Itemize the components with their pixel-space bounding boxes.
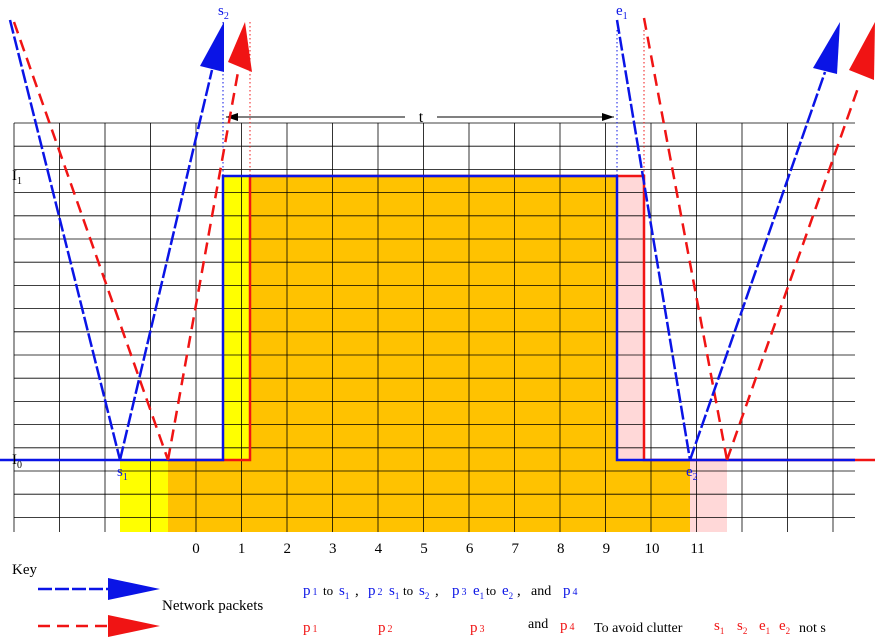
blue-packet-2-arrowhead (200, 22, 224, 72)
blue-row-and: and (531, 584, 551, 599)
x-tick-label: 0 (192, 541, 200, 557)
x-tick-label: 6 (466, 541, 474, 557)
x-tick-label: 10 (645, 541, 660, 557)
level-label-I1: I1 (12, 168, 22, 187)
yellow-region-top (223, 176, 250, 460)
red-packet-4-arrowhead (849, 22, 875, 80)
red-row-s1: s1 (714, 618, 724, 636)
blue-row-e2: e2 (502, 583, 513, 601)
blue-row-e1: e1 (473, 583, 484, 601)
point-label-e2: e2 (686, 464, 698, 483)
red-row-not-shown: not s (799, 621, 826, 636)
point-label-s1: s1 (117, 464, 128, 483)
interval-label: t (419, 109, 424, 126)
blue-row-s2: s2 (419, 583, 429, 601)
grid (13, 122, 855, 532)
blue-packet-1 (8, 19, 122, 461)
interval-arrowhead-right (602, 113, 614, 121)
blue-row-to3: to (486, 583, 496, 598)
x-tick-label: 11 (690, 541, 704, 557)
blue-row-to2: to (403, 583, 413, 598)
orange-region-top (250, 176, 617, 460)
key-network-label: Network packets (162, 598, 263, 614)
x-tick-label: 2 (283, 541, 291, 557)
blue-row-comma1: , (355, 583, 359, 599)
red-packet-2-arrowhead (228, 22, 252, 72)
red-row-s2: s2 (737, 618, 747, 636)
red-packets (12, 17, 860, 461)
blue-row-comma2: , (435, 583, 439, 599)
x-tick-label: 9 (603, 541, 611, 557)
red-row-note: To avoid clutter (594, 621, 683, 636)
blue-packet-4-arrowhead (813, 22, 840, 74)
yellow-region-left (120, 460, 168, 532)
blue-row-s1: s1 (339, 583, 349, 601)
blue-packets (8, 19, 827, 461)
point-label-e1: e1 (616, 3, 628, 22)
x-tick-labels: 0 1 2 3 4 5 6 7 8 9 10 11 (192, 541, 705, 557)
key-title: Key (12, 562, 37, 578)
blue-row-comma3: , (517, 583, 521, 599)
blue-step-signal (0, 174, 855, 462)
dotted-markers (222, 22, 645, 176)
blue-packet-4 (688, 71, 827, 461)
x-tick-label: 7 (511, 541, 519, 557)
x-tick-label: 4 (375, 541, 383, 557)
key-red-arrowhead (108, 615, 160, 637)
key-blue-arrowhead (108, 578, 160, 600)
blue-row-to1: to (323, 583, 333, 598)
blue-packet-2 (118, 69, 214, 461)
x-tick-label: 5 (420, 541, 428, 557)
level-label-I0: I0 (12, 452, 22, 471)
blue-packet-3 (615, 19, 692, 461)
orange-region-bottom (168, 460, 690, 532)
red-row-e2: e2 (779, 618, 790, 636)
red-packet-2 (166, 71, 240, 461)
red-packet-1 (12, 21, 170, 461)
x-tick-label: 1 (238, 541, 246, 557)
red-row-and: and (528, 617, 548, 632)
interval-arrowhead-left (226, 113, 238, 121)
red-packet-4 (725, 87, 860, 461)
point-label-s2: s2 (218, 3, 229, 22)
x-tick-label: 8 (557, 541, 565, 557)
blue-row-s1b: s1 (389, 583, 399, 601)
pink-region-top (617, 176, 644, 460)
red-row-e1: e1 (759, 618, 770, 636)
x-tick-label: 3 (329, 541, 337, 557)
